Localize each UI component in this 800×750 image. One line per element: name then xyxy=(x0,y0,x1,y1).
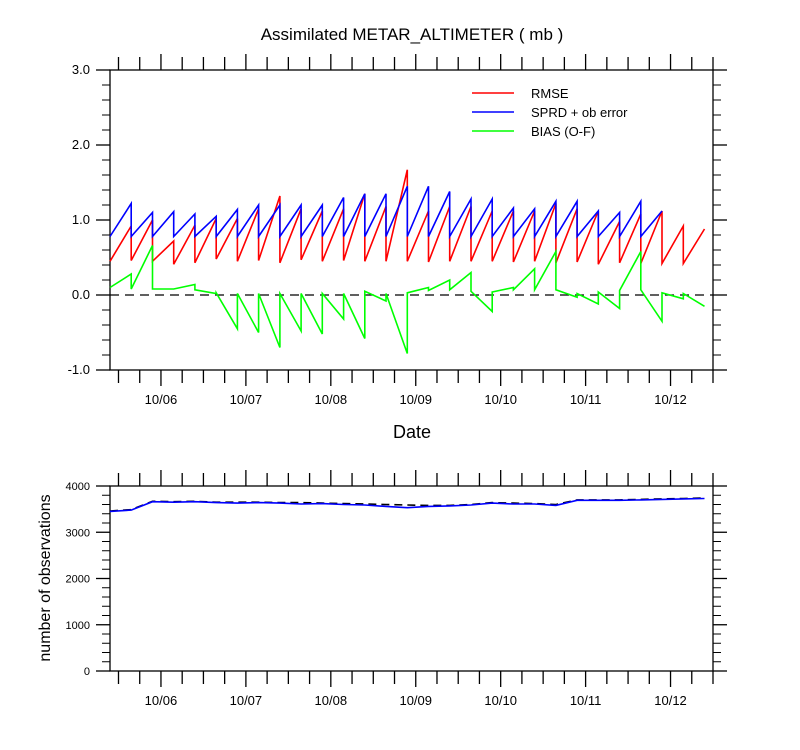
bottom-series-group xyxy=(109,497,705,513)
bot-x-tick-label: 10/09 xyxy=(399,693,432,708)
top-y-tick-label: 0.0 xyxy=(72,287,90,302)
top-series-line-1 xyxy=(109,185,663,240)
top-x-tick-label: 10/11 xyxy=(570,392,602,407)
bot-x-tick-label: 10/12 xyxy=(654,693,687,708)
bottom-plot-frame xyxy=(109,485,714,672)
legend-label-rmse: RMSE xyxy=(531,86,569,101)
bot-x-tick-label: 10/11 xyxy=(570,693,602,708)
top-series-group xyxy=(109,169,706,354)
top-panel: Assimilated METAR_ALTIMETER ( mb ) 10/06… xyxy=(68,25,727,442)
top-x-ticks: 10/06 10/07 10/08 10/09 10/10 10/11 10/12 xyxy=(117,54,714,407)
bottom-panel: 10/06 10/07 10/08 10/09 10/10 10/11 10/12 0 100… xyxy=(37,470,727,708)
top-y-tick-label: 2.0 xyxy=(72,137,90,152)
chart-title: Assimilated METAR_ALTIMETER ( mb ) xyxy=(261,25,564,44)
y-axis-title-observations: number of observations xyxy=(37,494,54,661)
bot-y-tick-label: 4000 xyxy=(66,481,90,493)
bot-y-tick-label: 2000 xyxy=(66,574,90,586)
bot-series-line-1 xyxy=(109,497,705,513)
top-x-tick-label: 10/09 xyxy=(399,392,432,407)
bottom-y-ticks: 0 1000 2000 3000 4000 xyxy=(66,481,727,678)
top-y-tick-label: 1.0 xyxy=(72,212,90,227)
bot-x-tick-label: 10/07 xyxy=(230,693,263,708)
bot-x-tick-label: 10/06 xyxy=(145,693,178,708)
bottom-x-ticks: 10/06 10/07 10/08 10/09 10/10 10/11 10/12 xyxy=(117,470,714,708)
top-series-line-2 xyxy=(109,245,705,354)
x-axis-title: Date xyxy=(393,422,431,442)
legend-label-sprd: SPRD + ob error xyxy=(531,105,628,120)
top-x-tick-label: 10/10 xyxy=(484,392,517,407)
bot-y-tick-label: 1000 xyxy=(66,620,90,632)
legend-label-bias: BIAS (O-F) xyxy=(531,124,595,139)
bot-y-tick-label: 3000 xyxy=(66,527,90,539)
top-x-tick-label: 10/08 xyxy=(315,392,348,407)
top-y-tick-label: -1.0 xyxy=(68,362,90,377)
bot-x-tick-label: 10/10 xyxy=(484,693,517,708)
bot-y-tick-label: 0 xyxy=(84,666,90,678)
top-y-ticks: -1.0 0.0 1.0 2.0 3.0 xyxy=(68,62,727,377)
top-y-tick-label: 3.0 xyxy=(72,62,90,77)
bot-x-tick-label: 10/08 xyxy=(315,693,348,708)
top-x-tick-label: 10/07 xyxy=(230,392,263,407)
top-x-tick-label: 10/06 xyxy=(145,392,178,407)
top-x-tick-label: 10/12 xyxy=(654,392,687,407)
legend: RMSE SPRD + ob error BIAS (O-F) xyxy=(472,86,628,139)
